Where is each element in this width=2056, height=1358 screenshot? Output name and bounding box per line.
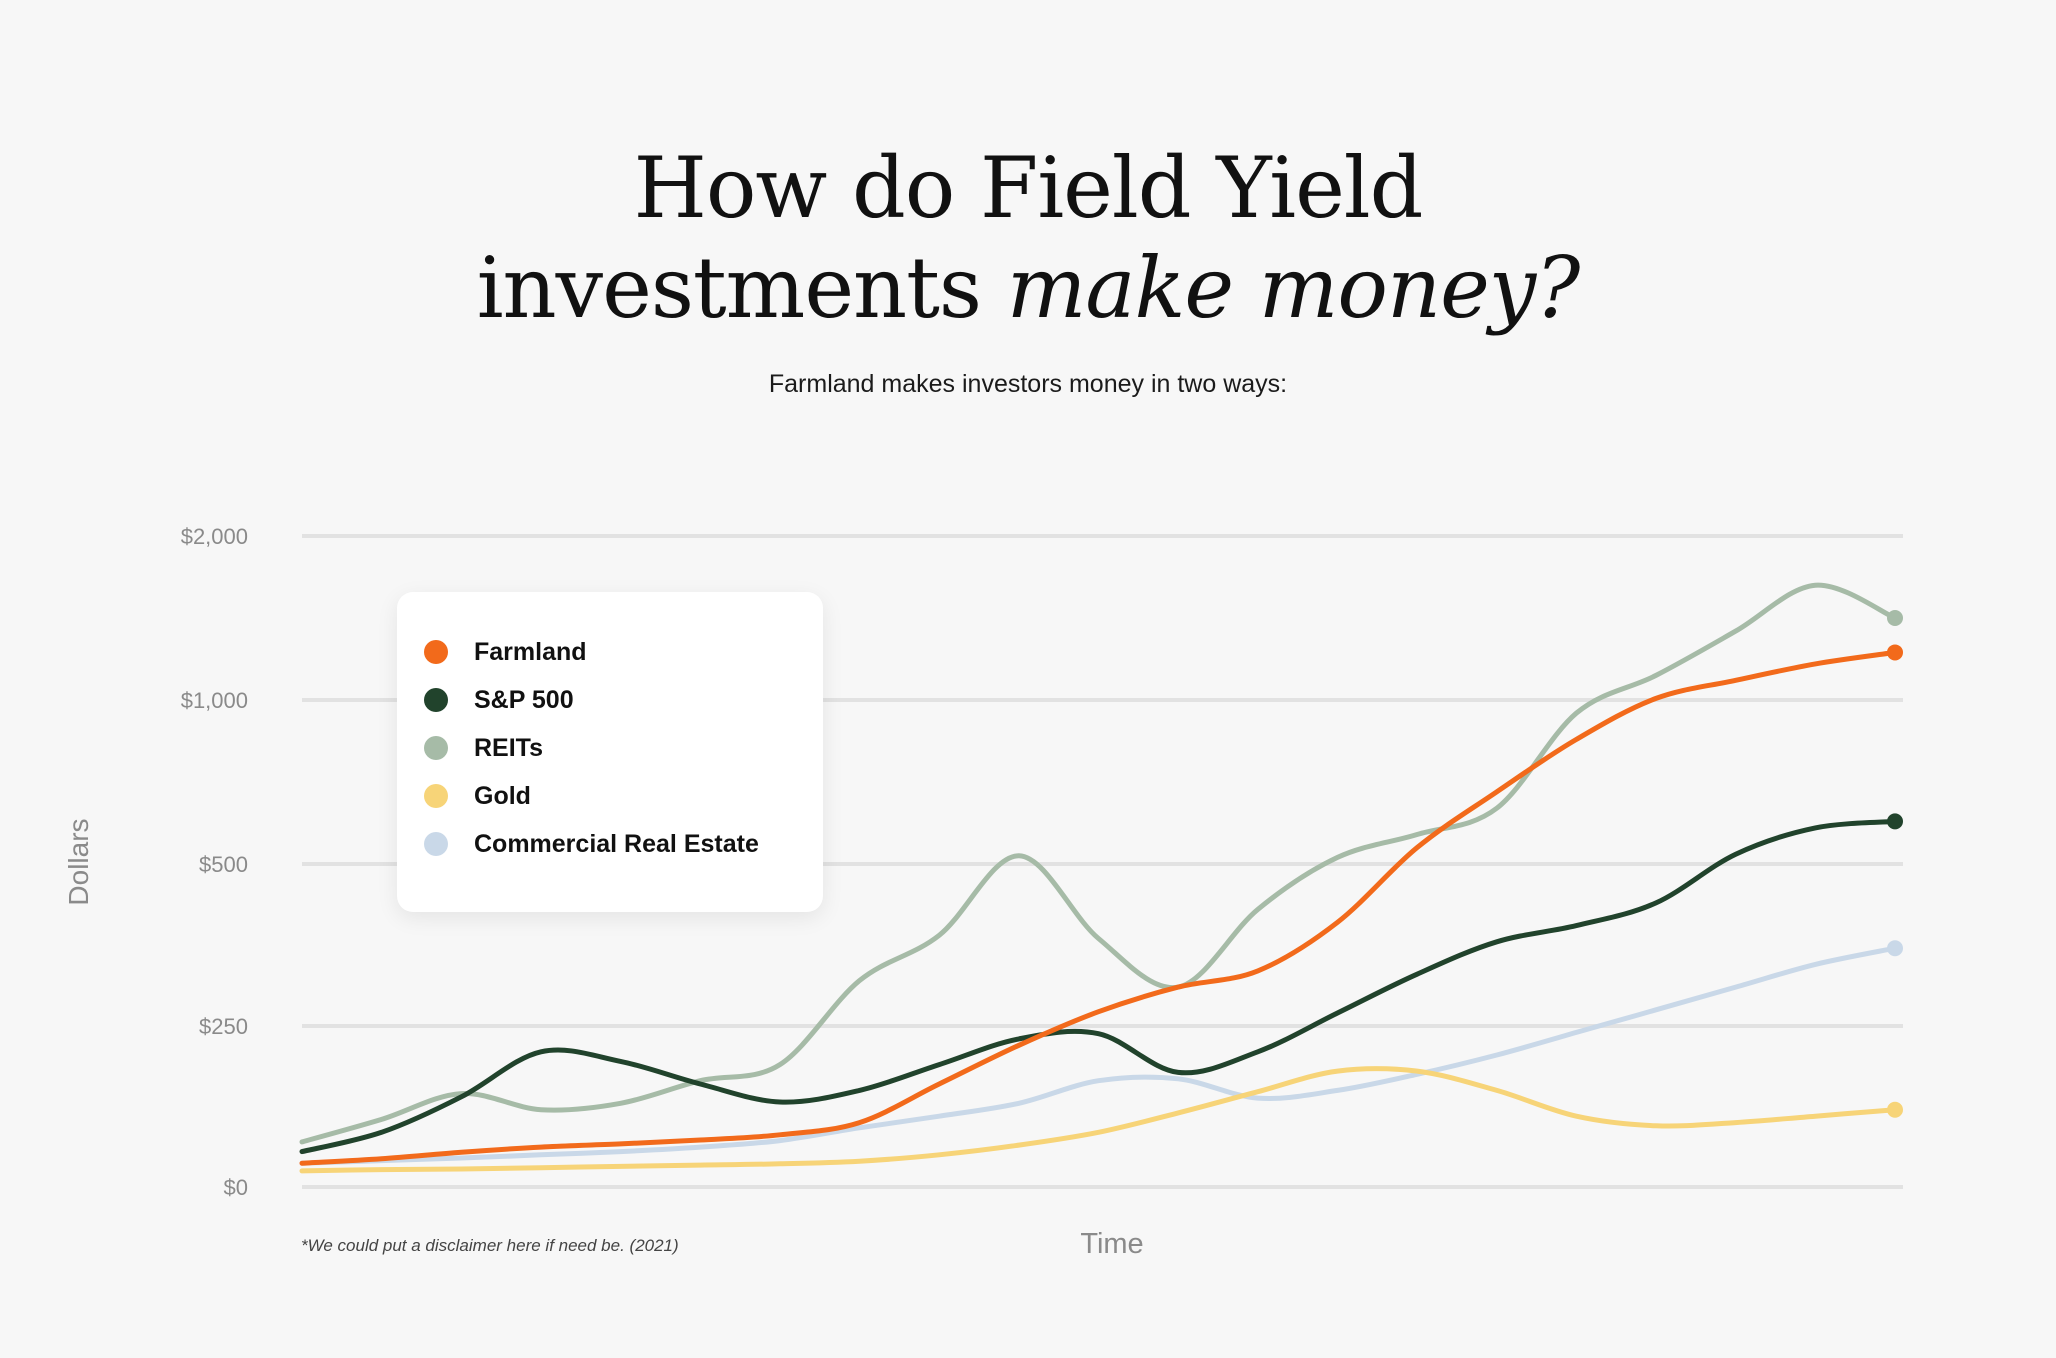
- legend-label: S&P 500: [474, 685, 574, 714]
- series-line-reits: [299, 582, 1898, 1145]
- legend-label: Gold: [474, 781, 531, 810]
- gridlines: [302, 534, 1903, 1189]
- y-tick-label: $2,000: [181, 524, 248, 549]
- x-axis-label: Time: [1080, 1228, 1143, 1260]
- legend-swatch: [424, 688, 448, 712]
- title-line-1: How do Field Yield: [633, 139, 1424, 237]
- legend-label: Commercial Real Estate: [474, 829, 759, 858]
- series-end-point-reits: [1887, 610, 1903, 626]
- series-end-markers: [1887, 610, 1903, 1118]
- series-lines: [299, 582, 1898, 1174]
- y-axis-ticks: $0 $250 $500 $1,000 $2,000: [181, 524, 248, 1200]
- page-title: How do Field Yield investments make mone…: [0, 138, 2056, 338]
- series-line-gold: [299, 1066, 1898, 1174]
- disclaimer-note: *We could put a disclaimer here if need …: [301, 1236, 679, 1255]
- series-line-s-p-500: [299, 818, 1898, 1155]
- legend-item: S&P 500: [424, 676, 759, 724]
- y-tick-label: $0: [224, 1175, 248, 1200]
- series-end-point-commercial-real-estate: [1887, 940, 1903, 957]
- y-axis-label: Dollars: [63, 818, 94, 905]
- legend-item: Commercial Real Estate: [424, 820, 759, 868]
- title-line-2-emphasis: make money?: [1006, 239, 1581, 337]
- legend-label: REITs: [474, 733, 543, 762]
- legend-swatch: [424, 784, 448, 808]
- y-tick-label: $500: [199, 852, 248, 877]
- legend-label: Farmland: [474, 637, 587, 666]
- series-end-point-s-p-500: [1887, 813, 1903, 830]
- legend-swatch: [424, 832, 448, 856]
- legend-swatch: [424, 736, 448, 760]
- page-subtitle: Farmland makes investors money in two wa…: [768, 370, 1288, 398]
- series-line-farmland: [299, 649, 1898, 1166]
- series-end-point-gold: [1887, 1101, 1903, 1118]
- series-line-commercial-real-estate: [299, 945, 1898, 1166]
- legend-item: Gold: [424, 772, 759, 820]
- legend-swatch: [424, 640, 448, 664]
- legend-list: Farmland S&P 500 REITs Gold Commercial Real …: [424, 628, 759, 868]
- legend-item: Farmland: [424, 628, 759, 676]
- legend-item: REITs: [424, 724, 759, 772]
- title-line-2-plain: investments: [476, 239, 1007, 337]
- series-end-point-farmland: [1887, 644, 1903, 661]
- y-tick-label: $250: [199, 1014, 248, 1039]
- chart-legend: Farmland S&P 500 REITs Gold Commercial Real …: [397, 592, 823, 912]
- y-tick-label: $1,000: [181, 688, 248, 713]
